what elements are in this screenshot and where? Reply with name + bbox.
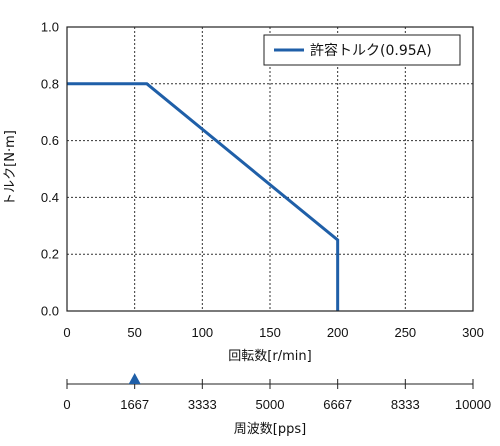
y-tick-label: 1.0 [41, 20, 59, 35]
series-line-allowable-torque [67, 82, 340, 311]
x-tick-labels: 0 50 100 150 200 250 300 [63, 325, 483, 340]
frequency-tick-label: 10000 [455, 397, 491, 412]
series-group [67, 82, 340, 311]
plot-frame [66, 26, 474, 312]
frequency-tick-label: 0 [63, 397, 70, 412]
x-tick-label: 200 [327, 325, 349, 340]
frequency-tick-label: 6667 [323, 397, 352, 412]
x-tick-label: 100 [191, 325, 213, 340]
x-tick-label: 50 [127, 325, 141, 340]
frequency-tick-labels: 0 1667 3333 5000 6667 8333 10000 [63, 397, 491, 412]
y-tick-label: 0.0 [41, 304, 59, 319]
y-tick-labels: 0.0 0.2 0.4 0.6 0.8 1.0 [41, 20, 59, 319]
frequency-tick-label: 8333 [391, 397, 420, 412]
x-tick-label: 0 [63, 325, 70, 340]
frequency-marker-triangle [128, 373, 141, 384]
frequency-axis-label: 周波数[pps] [234, 422, 306, 437]
y-tick-label: 0.4 [41, 190, 59, 205]
frequency-tick-label: 3333 [188, 397, 217, 412]
y-tick-label: 0.6 [41, 133, 59, 148]
y-tick-label: 0.2 [41, 247, 59, 262]
y-tick-label: 0.8 [41, 76, 59, 91]
x-axis-label: 回転数[r/min] [228, 349, 311, 364]
x-tick-label: 250 [394, 325, 416, 340]
x-tick-label: 300 [462, 325, 484, 340]
legend-label: 許容トルク(0.95A) [310, 42, 432, 59]
frequency-tick-label: 1667 [120, 397, 149, 412]
frequency-axis: 0 1667 3333 5000 6667 8333 10000 [63, 373, 491, 412]
x-tick-label: 150 [259, 325, 281, 340]
legend: 許容トルク(0.95A) [263, 34, 461, 66]
grid-lines [67, 27, 473, 311]
frequency-tick-label: 5000 [256, 397, 285, 412]
y-axis-label: トルク[N·m] [3, 130, 18, 206]
